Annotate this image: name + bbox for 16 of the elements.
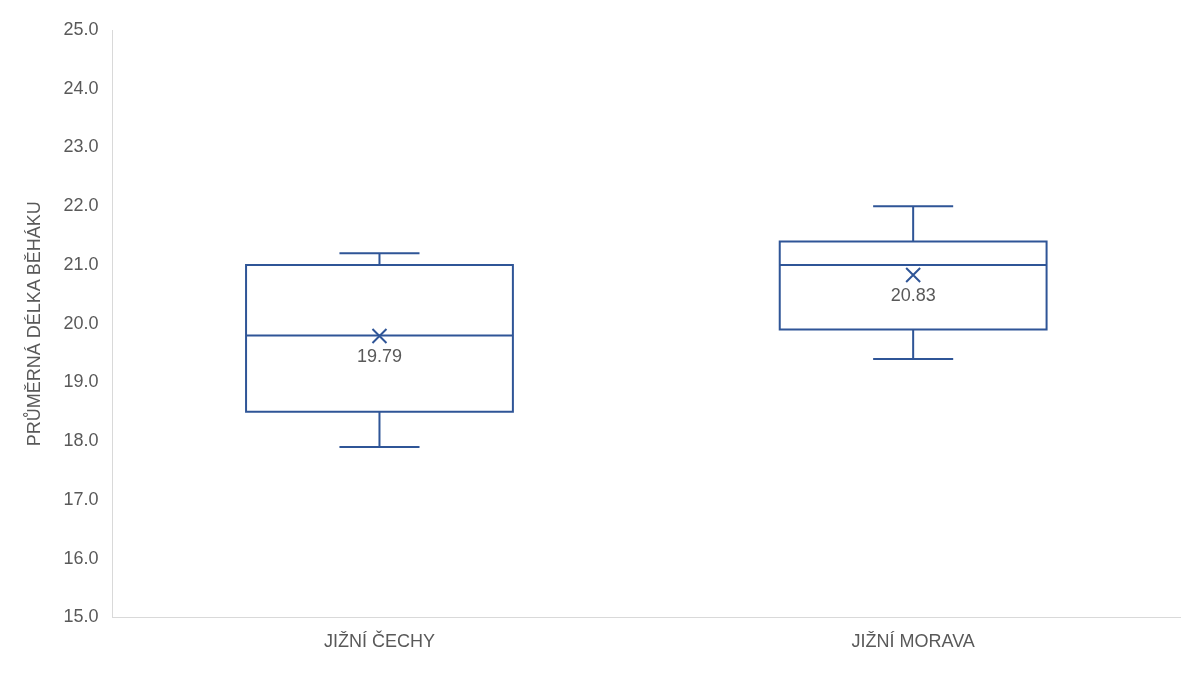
annotation: 20.83: [890, 284, 936, 305]
x-tick-label: JIŽNÍ ČECHY: [323, 630, 435, 652]
y-tick-label: 17.0: [63, 488, 99, 509]
y-tick-label: 20.0: [63, 312, 99, 333]
y-tick-label: 23.0: [63, 136, 99, 157]
y-tick-label: 22.0: [63, 195, 99, 216]
y-tick-label: 16.0: [63, 547, 99, 568]
x-tick-label: JIŽNÍ MORAVA: [851, 631, 975, 652]
y-tick-label: 21.0: [63, 253, 99, 274]
y-tick-label: 15.0: [63, 606, 99, 627]
y-tick-label: 18.0: [63, 430, 99, 451]
y-tick-label: 19.0: [63, 371, 99, 392]
y-tick-label: 24.0: [63, 77, 99, 98]
annotation: 19.79: [356, 346, 402, 366]
y-axis-title: PRŮMĚRNÁ DÉLKA BĚHÁKU: [22, 201, 44, 447]
y-tick-label: 25.0: [63, 18, 99, 39]
